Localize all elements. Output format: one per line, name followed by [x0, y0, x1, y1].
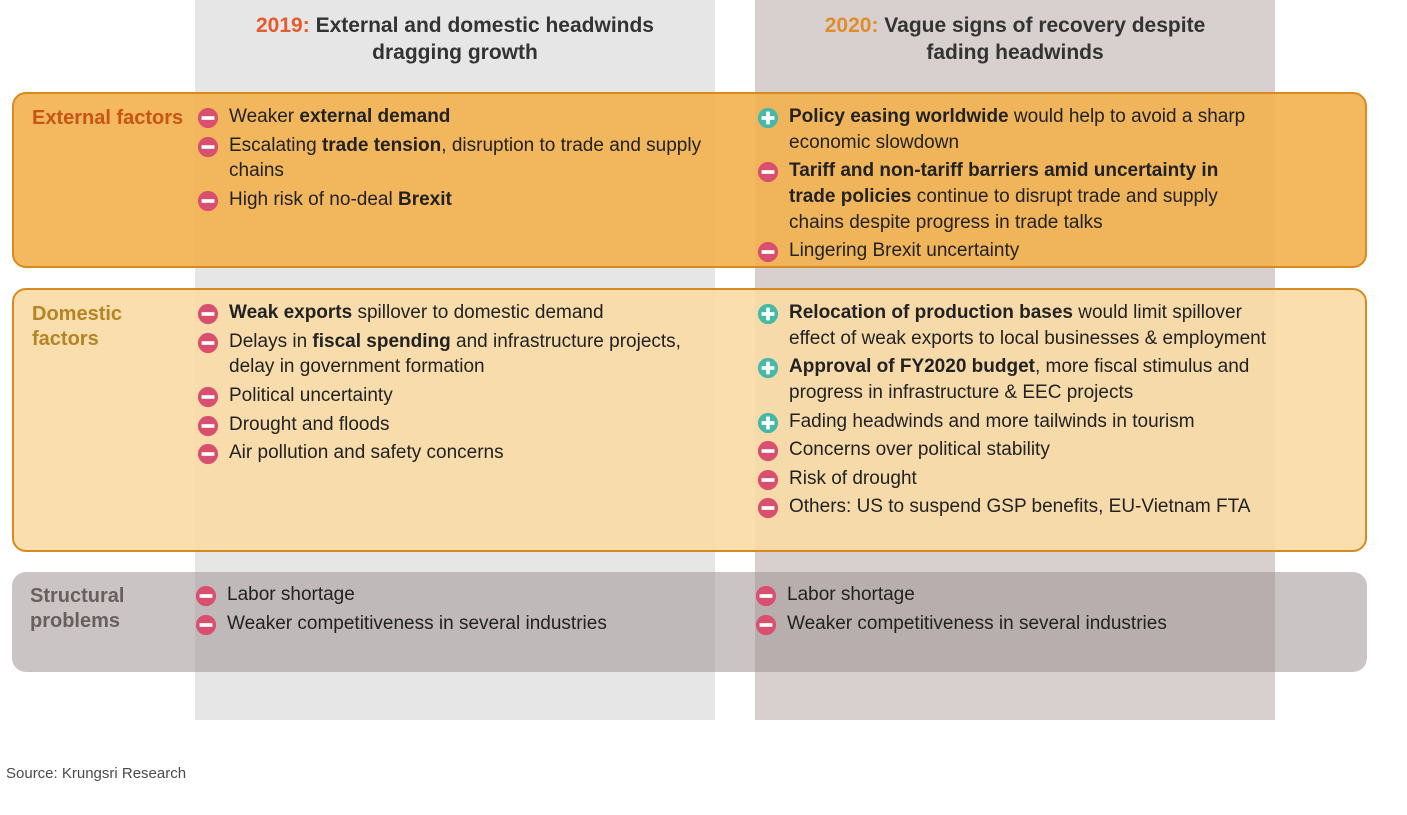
plus-icon	[757, 303, 779, 325]
minus-icon	[757, 497, 779, 519]
minus-icon	[757, 241, 779, 263]
header-2019: 2019: External and domestic headwindsdra…	[195, 12, 715, 67]
header-2019-year: 2019:	[256, 14, 310, 37]
list-item-text: High risk of no-deal Brexit	[229, 187, 709, 213]
list-item: Tariff and non-tariff barriers amid unce…	[757, 158, 1277, 235]
domestic-2019-list: Weak exports spillover to domestic deman…	[197, 300, 717, 466]
minus-icon	[197, 386, 219, 408]
plus-icon	[757, 412, 779, 434]
row-external-label: External factors	[32, 106, 187, 131]
list-item: Fading headwinds and more tailwinds in t…	[757, 409, 1277, 435]
list-item: Political uncertainty	[197, 383, 717, 409]
minus-icon	[755, 614, 777, 636]
row-structural-label: Structural problems	[30, 584, 185, 634]
header-2020-year: 2020:	[825, 14, 879, 37]
list-item: Drought and floods	[197, 412, 717, 438]
list-item-text: Tariff and non-tariff barriers amid unce…	[789, 158, 1269, 235]
list-item: Delays in fiscal spending and infrastruc…	[197, 329, 717, 380]
list-item-text: Weaker competitiveness in several indust…	[227, 611, 707, 637]
row-domestic: Domestic factors Weak exports spillover …	[12, 288, 1367, 552]
list-item-text: Relocation of production bases would lim…	[789, 300, 1269, 351]
minus-icon	[195, 585, 217, 607]
row-structural: Structural problems Labor shortage Weaker…	[12, 572, 1367, 672]
column-headers: 2019: External and domestic headwindsdra…	[0, 12, 1407, 82]
plus-icon	[757, 357, 779, 379]
minus-icon	[757, 161, 779, 183]
list-item-text: Labor shortage	[787, 582, 1267, 608]
list-item-text: Policy easing worldwide would help to av…	[789, 104, 1269, 155]
list-item-text: Drought and floods	[229, 412, 709, 438]
plus-icon	[757, 107, 779, 129]
list-item: Air pollution and safety concerns	[197, 440, 717, 466]
list-item-text: Air pollution and safety concerns	[229, 440, 709, 466]
list-item-text: Approval of FY2020 budget, more fiscal s…	[789, 354, 1269, 405]
list-item: Relocation of production bases would lim…	[757, 300, 1277, 351]
list-item-text: Others: US to suspend GSP benefits, EU-V…	[789, 494, 1269, 520]
external-2020-list: Policy easing worldwide would help to av…	[757, 104, 1277, 264]
list-item-text: Lingering Brexit uncertainty	[789, 238, 1269, 264]
list-item-text: Weak exports spillover to domestic deman…	[229, 300, 709, 326]
list-item: Weaker external demand	[197, 104, 717, 130]
external-2019-list: Weaker external demand Escalating trade t…	[197, 104, 717, 213]
structural-2019-list: Labor shortage Weaker competitiveness in …	[195, 582, 715, 636]
minus-icon	[197, 443, 219, 465]
minus-icon	[755, 585, 777, 607]
list-item: Weaker competitiveness in several indust…	[755, 611, 1275, 637]
minus-icon	[197, 303, 219, 325]
minus-icon	[757, 440, 779, 462]
list-item-text: Delays in fiscal spending and infrastruc…	[229, 329, 709, 380]
list-item: Weak exports spillover to domestic deman…	[197, 300, 717, 326]
list-item-text: Risk of drought	[789, 466, 1269, 492]
list-item-text: Weaker external demand	[229, 104, 709, 130]
list-item-text: Labor shortage	[227, 582, 707, 608]
minus-icon	[197, 107, 219, 129]
list-item: Escalating trade tension, disruption to …	[197, 133, 717, 184]
minus-icon	[195, 614, 217, 636]
list-item: Lingering Brexit uncertainty	[757, 238, 1277, 264]
minus-icon	[197, 332, 219, 354]
list-item-text: Fading headwinds and more tailwinds in t…	[789, 409, 1269, 435]
list-item: High risk of no-deal Brexit	[197, 187, 717, 213]
minus-icon	[197, 190, 219, 212]
minus-icon	[197, 136, 219, 158]
list-item-text: Weaker competitiveness in several indust…	[787, 611, 1267, 637]
header-2020: 2020: Vague signs of recovery despitefad…	[755, 12, 1275, 67]
list-item: Weaker competitiveness in several indust…	[195, 611, 715, 637]
list-item-text: Escalating trade tension, disruption to …	[229, 133, 709, 184]
list-item-text: Political uncertainty	[229, 383, 709, 409]
list-item: Others: US to suspend GSP benefits, EU-V…	[757, 494, 1277, 520]
minus-icon	[197, 415, 219, 437]
list-item: Risk of drought	[757, 466, 1277, 492]
list-item: Policy easing worldwide would help to av…	[757, 104, 1277, 155]
list-item: Labor shortage	[755, 582, 1275, 608]
list-item-text: Concerns over political stability	[789, 437, 1269, 463]
list-item: Approval of FY2020 budget, more fiscal s…	[757, 354, 1277, 405]
minus-icon	[757, 469, 779, 491]
list-item: Concerns over political stability	[757, 437, 1277, 463]
domestic-2020-list: Relocation of production bases would lim…	[757, 300, 1277, 520]
source-text: Source: Krungsri Research	[6, 765, 186, 782]
list-item: Labor shortage	[195, 582, 715, 608]
row-external: External factors Weaker external demand E…	[12, 92, 1367, 268]
row-domestic-label: Domestic factors	[32, 302, 187, 352]
structural-2020-list: Labor shortage Weaker competitiveness in …	[755, 582, 1275, 636]
